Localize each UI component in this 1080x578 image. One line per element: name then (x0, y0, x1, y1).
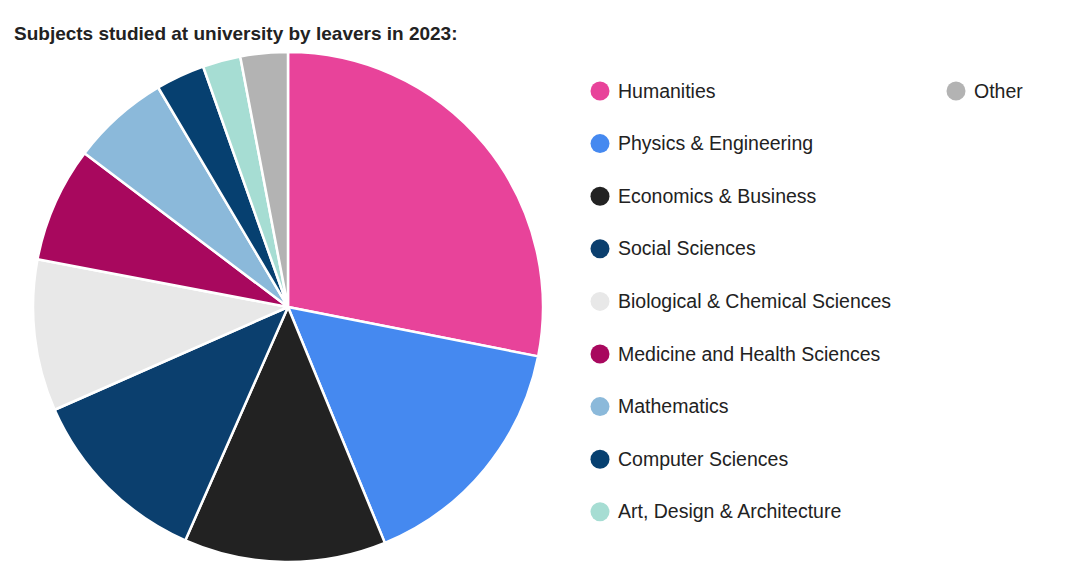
pie-slice (288, 52, 543, 356)
legend-label: Other (974, 80, 1023, 102)
legend-label: Mathematics (618, 395, 729, 417)
legend-swatch (591, 134, 610, 153)
chart: Subjects studied at university by leaver… (0, 0, 1080, 578)
legend-label: Computer Sciences (618, 448, 788, 470)
legend-label: Physics & Engineering (618, 132, 813, 154)
legend-label: Biological & Chemical Sciences (618, 290, 891, 312)
legend-label: Medicine and Health Sciences (618, 343, 881, 365)
legend-label: Economics & Business (618, 185, 817, 207)
legend-swatch (591, 345, 610, 364)
legend-swatch (591, 397, 610, 416)
legend-label: Social Sciences (618, 237, 756, 259)
legend-swatch (591, 292, 610, 311)
legend-label: Humanities (618, 80, 716, 102)
legend-swatch (947, 82, 966, 101)
legend-swatch (591, 187, 610, 206)
legend-swatch (591, 502, 610, 521)
pie (33, 52, 543, 562)
legend-label: Art, Design & Architecture (618, 500, 841, 522)
legend-swatch (591, 239, 610, 258)
pie-slice (240, 52, 288, 307)
legend-swatch (591, 82, 610, 101)
legend-swatch (591, 450, 610, 469)
title: Subjects studied at university by leaver… (14, 23, 458, 44)
legend: Humanities Physics & Engineering Economics… (591, 80, 1024, 523)
